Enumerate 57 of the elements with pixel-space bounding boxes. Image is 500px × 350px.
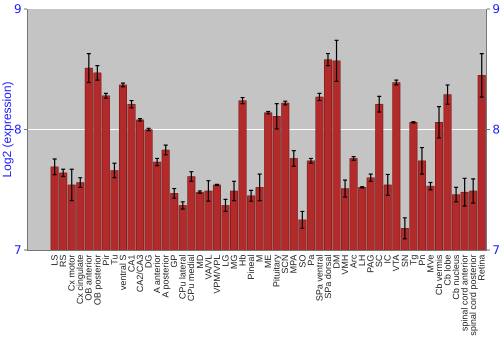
x-tick-label: CPu lateral: [178, 254, 188, 300]
x-tick-label: A posterior: [160, 254, 171, 298]
y2-tick-label: 8: [492, 122, 500, 137]
x-tick-label: VPM/VPL: [212, 254, 222, 294]
x-tick-label: VA/VL: [203, 254, 214, 280]
x-tick-label: DM: [331, 254, 342, 269]
x-tick-label: CA1: [126, 254, 136, 272]
x-tick-label: SPa dorsal: [322, 254, 333, 299]
x-tick-label: spinal cord posterior: [468, 254, 478, 336]
x-tick-label: Cx cingulate: [75, 254, 86, 304]
x-tick-label: spinal cord anterior: [460, 254, 470, 332]
x-tick-label: Arc: [348, 254, 359, 268]
x-tick-label: Cb nucleus: [451, 254, 462, 300]
y-axis-title: Log2 (expression): [0, 81, 14, 178]
x-tick-label: CA2/CA3: [134, 254, 145, 292]
x-tick-label: Tu: [109, 254, 120, 265]
x-tick-label: M: [254, 254, 265, 262]
x-tick-label: GP: [169, 254, 180, 268]
x-tick-label: Cb lobe: [442, 254, 452, 286]
x-tick-label: LH: [357, 254, 368, 266]
x-tick-label: LG: [220, 254, 230, 267]
y-tick-label: 9: [14, 2, 22, 16]
y-tick-label: 8: [14, 122, 22, 137]
x-tick-label: MG: [228, 254, 239, 270]
x-tick-label: PAG: [366, 254, 376, 273]
x-tick-label: SPa ventral: [314, 254, 324, 302]
x-tick-label: ventral S: [118, 254, 128, 290]
x-tick-label: OB anterior: [84, 254, 94, 301]
x-tick-label: OB posterior: [92, 254, 102, 306]
x-tick-label: CPu medial: [186, 254, 196, 302]
x-tick-label: LS: [50, 254, 60, 266]
x-tick-label: VTA: [391, 254, 402, 272]
x-tick-label: SC: [374, 254, 384, 268]
x-tick-label: MVe: [425, 254, 436, 273]
x-tick-label: DG: [144, 254, 154, 268]
x-tick-label: SN: [400, 254, 410, 268]
x-tick-label: Pa: [306, 254, 316, 266]
y-tick-label: 7: [14, 243, 22, 258]
x-tick-label: Pineal: [246, 254, 256, 280]
x-tick-label: IC: [382, 254, 393, 264]
x-tick-label: RS: [58, 254, 68, 268]
x-tick-label: Retina: [476, 254, 487, 281]
x-tick-label: Tg: [408, 254, 418, 266]
x-tick-label: MD: [194, 254, 205, 269]
x-tick-label: Pir: [100, 254, 111, 266]
x-tick-label: VMH: [340, 254, 350, 275]
x-tick-label: Hb: [237, 254, 248, 266]
x-tick-label: ME: [263, 254, 274, 268]
x-tick-label: MPA: [288, 254, 299, 274]
x-tick-label: SO: [297, 254, 308, 268]
y2-tick-label: 7: [492, 243, 500, 258]
x-tick-label: Pituitary: [272, 254, 282, 288]
x-tick-label: Cb vermis: [434, 254, 444, 296]
x-tick-label: SCN: [280, 254, 290, 274]
x-tick-label: Cx motor: [66, 254, 77, 292]
y2-tick-label: 9: [492, 2, 500, 16]
x-tick-label: A anterior: [152, 254, 162, 294]
